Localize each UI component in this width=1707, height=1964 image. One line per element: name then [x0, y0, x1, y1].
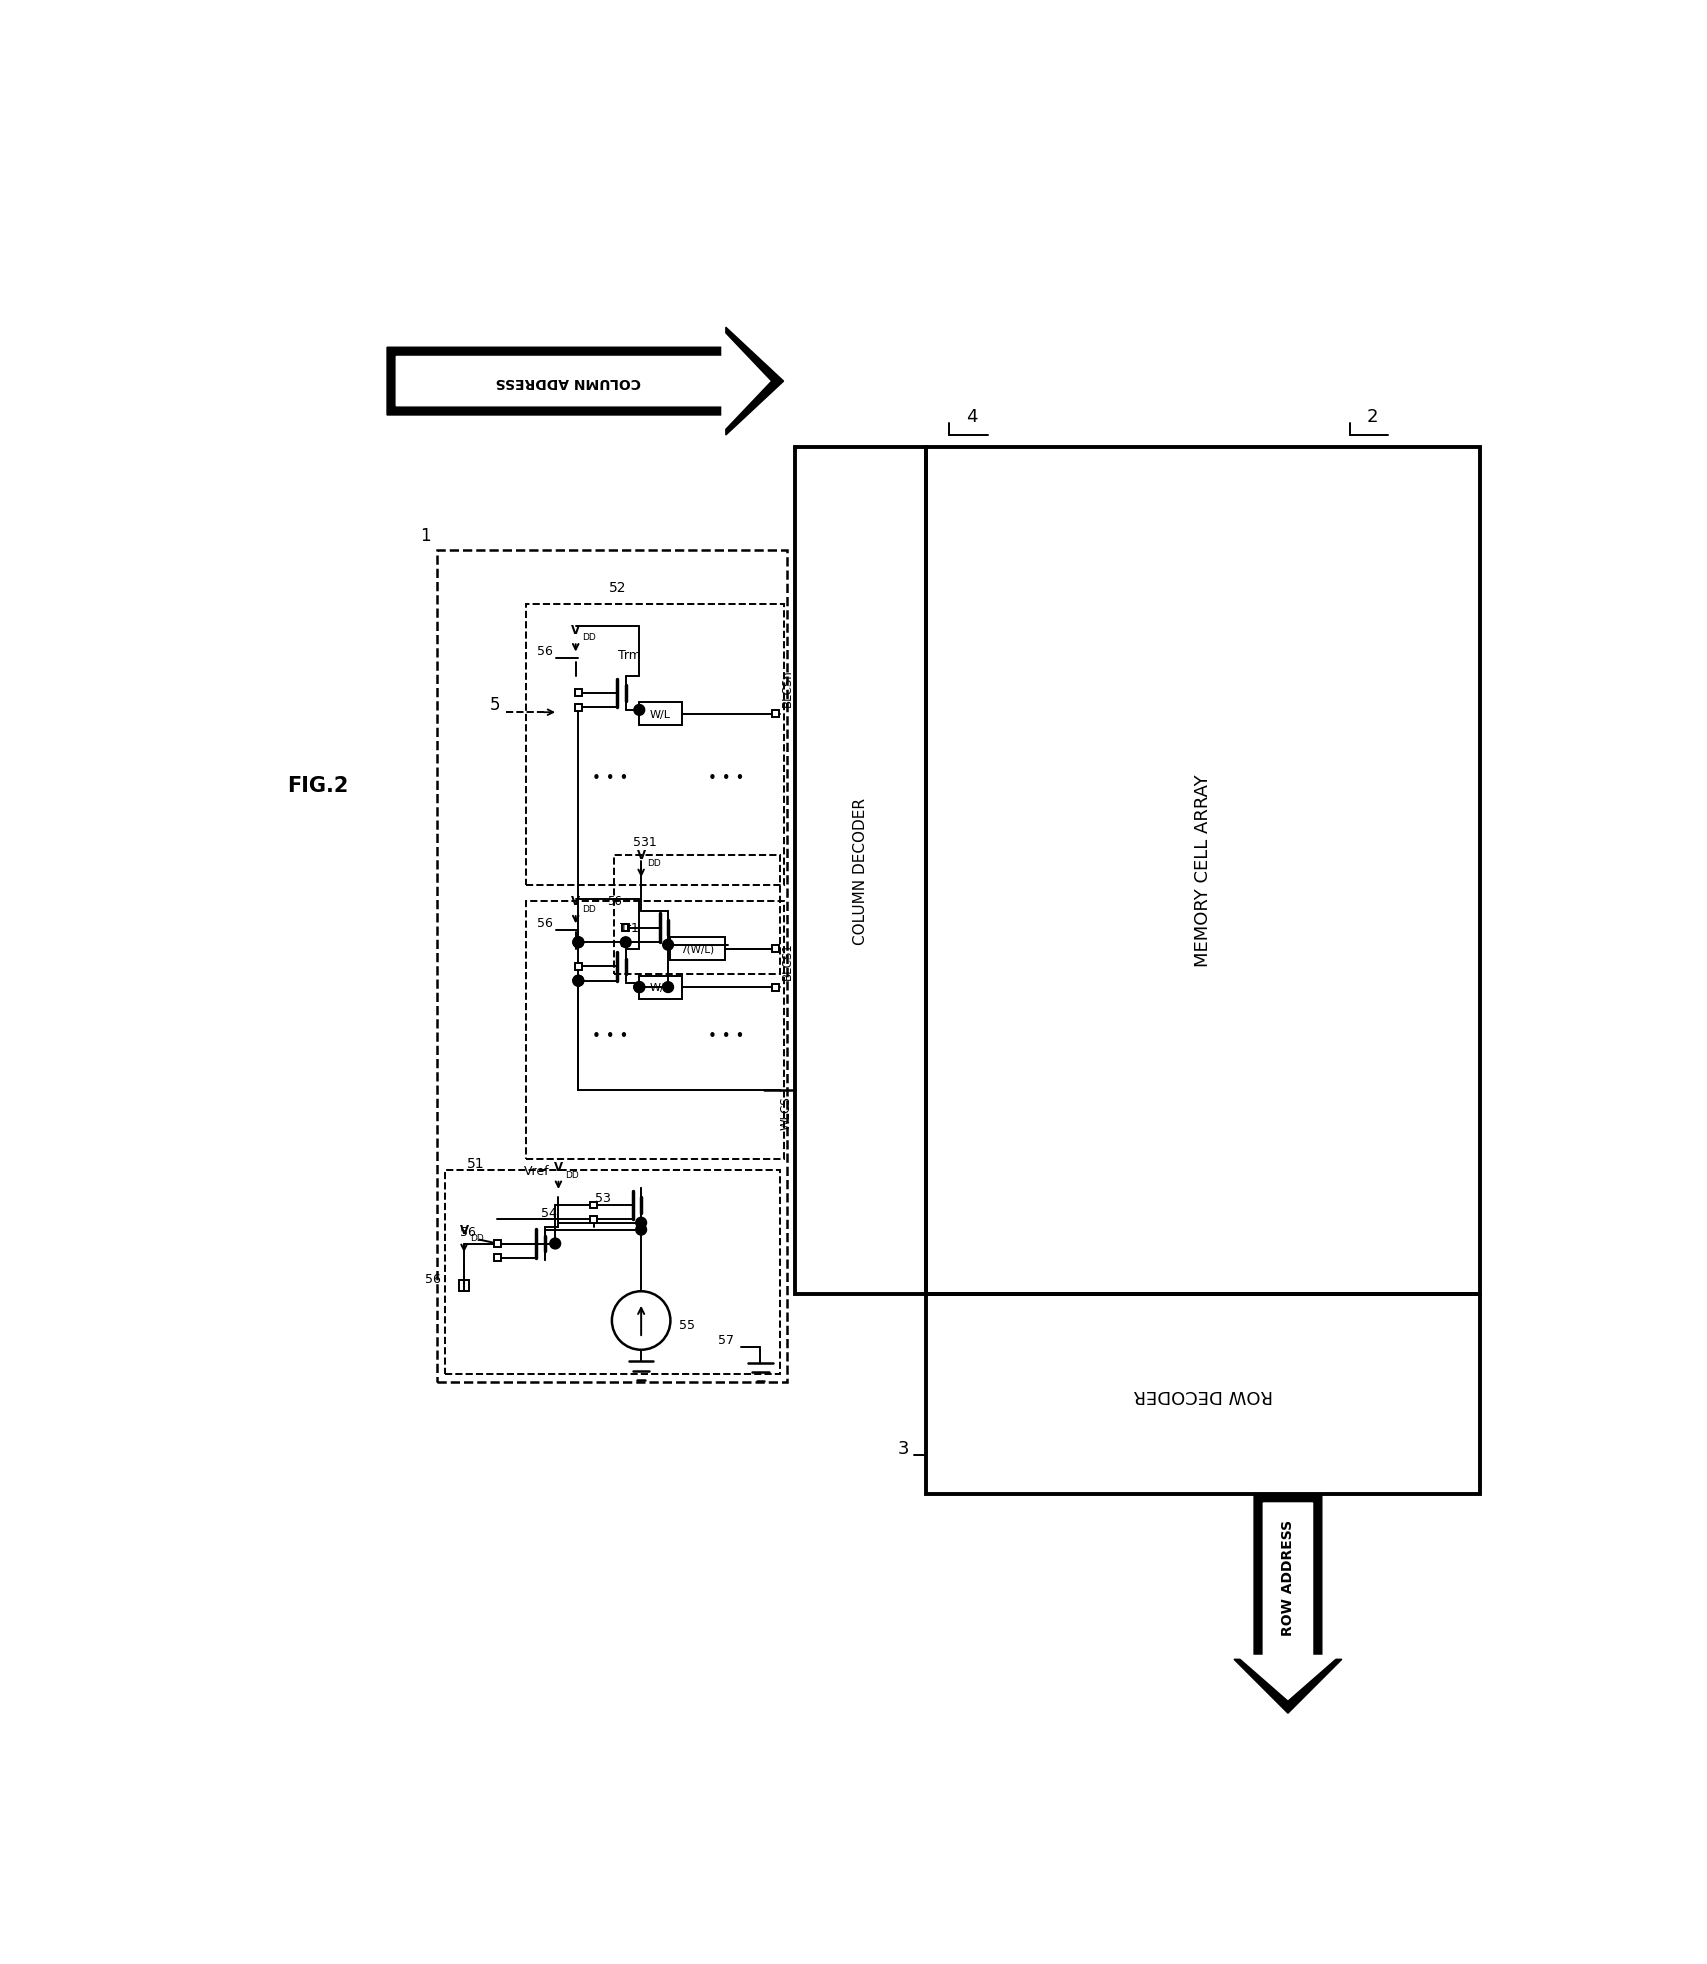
Bar — [575, 978, 582, 984]
Text: 53: 53 — [594, 1192, 611, 1204]
Text: 2: 2 — [1367, 409, 1378, 426]
Bar — [526, 605, 784, 886]
Text: 55: 55 — [679, 1318, 695, 1332]
Text: 52: 52 — [609, 581, 626, 595]
Bar — [446, 1171, 780, 1375]
Text: DD: DD — [582, 905, 596, 913]
Polygon shape — [387, 328, 784, 436]
Circle shape — [633, 982, 645, 994]
Text: ROW ADDRESS: ROW ADDRESS — [1280, 1518, 1296, 1634]
Text: 3: 3 — [898, 1440, 908, 1457]
Text: V: V — [637, 848, 645, 862]
Circle shape — [635, 1218, 647, 1228]
Text: • • •: • • • — [592, 770, 628, 786]
Text: 4: 4 — [966, 409, 978, 426]
Text: BLCS1: BLCS1 — [780, 943, 794, 980]
Bar — [623, 925, 630, 931]
Circle shape — [633, 705, 645, 717]
Text: BLCSn: BLCSn — [780, 668, 794, 707]
Text: 531: 531 — [633, 835, 657, 848]
Text: DD: DD — [565, 1171, 579, 1178]
Bar — [623, 939, 630, 947]
Text: DD: DD — [469, 1233, 485, 1241]
Polygon shape — [1238, 1502, 1338, 1699]
Text: V: V — [572, 896, 580, 907]
Bar — [615, 854, 780, 974]
Circle shape — [611, 1292, 671, 1349]
Circle shape — [635, 1226, 647, 1235]
Bar — [773, 945, 780, 953]
Bar — [459, 1281, 469, 1292]
Bar — [773, 984, 780, 992]
Text: 7(W/L): 7(W/L) — [681, 945, 715, 955]
Circle shape — [662, 941, 674, 951]
Bar — [575, 705, 582, 711]
Polygon shape — [1234, 1495, 1342, 1713]
Text: 1: 1 — [420, 526, 430, 544]
Bar — [795, 448, 925, 1294]
Polygon shape — [396, 332, 770, 432]
Bar — [575, 964, 582, 970]
Bar — [493, 1255, 500, 1261]
Bar — [437, 552, 787, 1383]
Text: 51: 51 — [466, 1157, 485, 1171]
Bar — [575, 689, 582, 697]
Bar — [925, 1294, 1480, 1495]
Circle shape — [574, 937, 584, 949]
Text: • • •: • • • — [708, 1029, 744, 1043]
Bar — [526, 901, 784, 1159]
Text: COLUMN ADDRESS: COLUMN ADDRESS — [495, 375, 640, 389]
Text: 56: 56 — [606, 896, 621, 907]
Bar — [640, 703, 681, 727]
Circle shape — [574, 976, 584, 986]
Circle shape — [574, 976, 584, 986]
Text: ROW DECODER: ROW DECODER — [1133, 1385, 1273, 1402]
Text: 56: 56 — [425, 1273, 440, 1284]
Circle shape — [620, 937, 632, 949]
Text: WLCS: WLCS — [780, 1096, 792, 1129]
Bar — [669, 937, 725, 960]
Text: 56: 56 — [459, 1226, 476, 1239]
Bar — [591, 1202, 597, 1210]
Text: W/L: W/L — [650, 982, 671, 992]
Text: DD: DD — [647, 858, 661, 868]
Text: Trm: Trm — [618, 648, 642, 662]
Text: • • •: • • • — [708, 770, 744, 786]
Text: W/L: W/L — [650, 709, 671, 719]
Text: 56: 56 — [538, 644, 553, 658]
Text: DD: DD — [582, 632, 596, 642]
Circle shape — [662, 982, 674, 994]
Text: 56: 56 — [538, 917, 553, 929]
Bar — [640, 976, 681, 1000]
Text: V: V — [459, 1224, 469, 1237]
Circle shape — [574, 937, 584, 949]
Text: V: V — [553, 1161, 563, 1173]
Circle shape — [633, 982, 645, 994]
Bar — [925, 448, 1480, 1294]
Text: 54: 54 — [541, 1206, 556, 1220]
Text: MEMORY CELL ARRAY: MEMORY CELL ARRAY — [1195, 774, 1212, 966]
Circle shape — [550, 1239, 560, 1249]
Text: 5: 5 — [490, 695, 500, 715]
Text: FIG.2: FIG.2 — [287, 776, 348, 795]
Text: V: V — [572, 623, 580, 636]
Bar — [493, 1241, 500, 1247]
Bar — [591, 1216, 597, 1224]
Text: COLUMN DECODER: COLUMN DECODER — [854, 797, 869, 945]
Text: Vref: Vref — [524, 1165, 550, 1176]
Text: Tr1: Tr1 — [620, 921, 638, 935]
Bar — [773, 711, 780, 717]
Text: 57: 57 — [719, 1334, 734, 1347]
Text: • • •: • • • — [592, 1029, 628, 1043]
